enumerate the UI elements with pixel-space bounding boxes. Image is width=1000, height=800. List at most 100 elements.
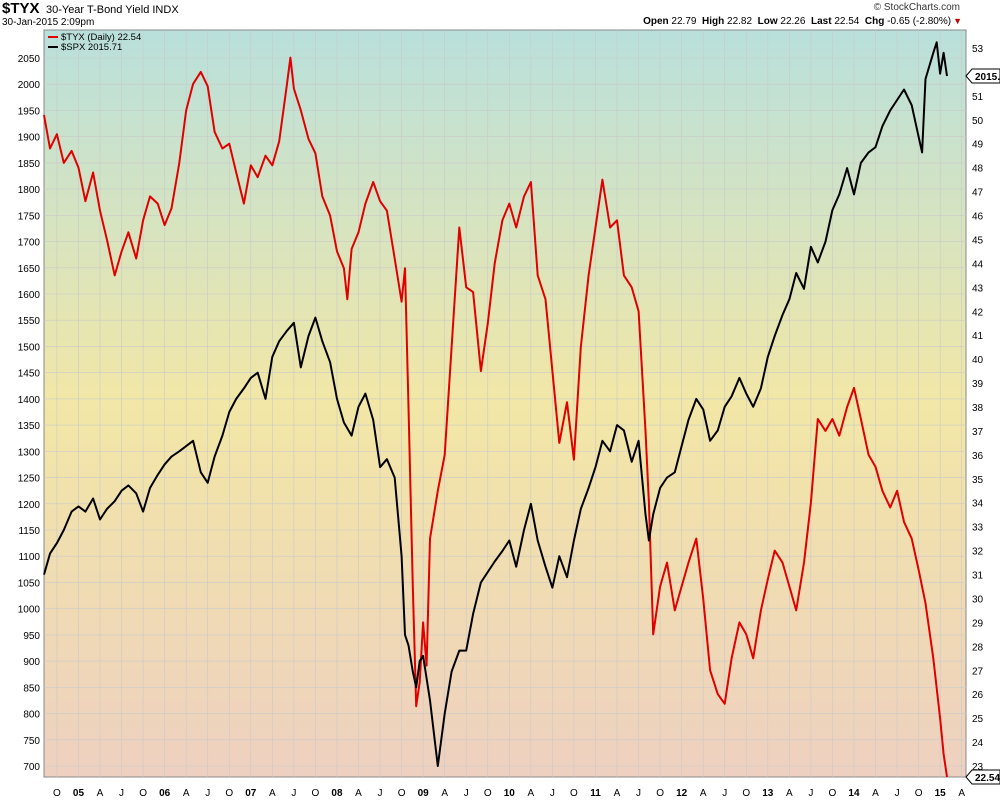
right-tick-label: 46 [972,212,984,223]
left-tick-label: 1550 [18,316,41,327]
symbol: $TYX [2,0,40,17]
right-tick-label: 36 [972,451,984,462]
right-tick-label: 44 [972,259,984,270]
right-tick-label: 50 [972,116,984,127]
x-tick-label: A [97,788,104,799]
right-tick-label: 34 [972,499,984,510]
right-tick-label: 24 [972,738,984,749]
left-tick-label: 1050 [18,578,41,589]
x-tick-label: J [291,788,296,799]
open-value: 22.79 [671,16,697,27]
right-tick-label: 45 [972,235,984,246]
x-tick-label: J [119,788,124,799]
left-tick-label: 1850 [18,159,41,170]
left-tick-label: 1300 [18,447,41,458]
right-tick-label: 37 [972,427,984,438]
x-tick-label: A [958,788,965,799]
quote-bar: Open 22.79 High 22.82 Low 22.26 Last 22.… [643,16,962,27]
badge-label: 2015.7 [975,72,1000,83]
left-tick-label: 950 [23,631,40,642]
left-tick-label: 1650 [18,264,41,275]
symbol-description: 30-Year T-Bond Yield INDX [45,4,179,16]
x-tick-label: A [528,788,535,799]
x-tick-label: A [786,788,793,799]
left-tick-label: 1200 [18,500,41,511]
x-tick-label: A [872,788,879,799]
high-label: High [702,16,725,27]
right-tick-label: 32 [972,547,984,558]
left-tick-label: 1750 [18,211,41,222]
left-tick-label: 700 [23,762,40,773]
right-tick-label: 38 [972,403,984,414]
x-tick-label: 09 [418,788,430,799]
right-tick-label: 39 [972,379,984,390]
open-label: Open [643,16,669,27]
x-tick-label: J [205,788,210,799]
left-tick-label: 2050 [18,54,41,65]
left-tick-label: 1350 [18,421,41,432]
x-tick-label: J [550,788,555,799]
x-tick-label: 10 [504,788,516,799]
right-tick-label: 30 [972,594,984,605]
left-tick-label: 1500 [18,342,41,353]
left-tick-label: 1400 [18,395,41,406]
x-tick-label: A [441,788,448,799]
tyx-series-line [43,56,948,778]
right-tick-label: 27 [972,666,984,677]
plot-area [43,29,967,778]
x-tick-label: O [829,788,837,799]
left-tick-label: 1800 [18,185,41,196]
spx-series-line [43,41,948,767]
right-tick-label: 51 [972,92,984,103]
legend-label-spx: $SPX 2015.71 [61,42,122,53]
badge-label: 22.54 [975,773,1000,784]
left-tick-label: 1950 [18,106,41,117]
x-tick-label: 13 [762,788,774,799]
chart-title: $TYX 30-Year T-Bond Yield INDX [2,0,179,18]
left-tick-label: 750 [23,736,40,747]
down-arrow-icon: ▼ [953,16,962,26]
x-tick-label: O [139,788,147,799]
brand-label[interactable]: © StockCharts.com [873,2,960,13]
chg-value: -0.65 (-2.80%) [887,16,952,27]
badge-shape [965,769,1000,785]
right-tick-label: 43 [972,283,984,294]
chart-date: 30-Jan-2015 2:09pm [2,17,95,28]
x-tick-label: O [312,788,320,799]
right-tick-label: 40 [972,355,984,366]
x-tick-label: O [742,788,750,799]
left-tick-label: 1700 [18,238,41,249]
right-tick-label: 33 [972,523,984,534]
x-tick-label: A [614,788,621,799]
right-tick-label: 47 [972,188,984,199]
left-tick-label: 2000 [18,80,41,91]
x-tick-label: 12 [676,788,688,799]
left-tick-label: 1900 [18,133,41,144]
x-tick-label: A [269,788,276,799]
left-tick-label: 1250 [18,474,41,485]
x-tick-label: A [183,788,190,799]
x-tick-label: A [700,788,707,799]
left-tick-label: 800 [23,710,40,721]
x-tick-label: 11 [590,788,601,799]
x-tick-label: 08 [331,788,343,799]
x-tick-label: J [722,788,727,799]
x-tick-label: O [656,788,664,799]
x-tick-label: O [484,788,492,799]
left-tick-label: 1100 [18,552,40,563]
right-tick-label: 26 [972,690,984,701]
chg-label: Chg [864,16,885,27]
x-tick-label: O [570,788,578,799]
legend-label-tyx: $TYX (Daily) 22.54 [61,32,141,43]
x-tick-label: 06 [159,788,171,799]
x-tick-label: O [225,788,233,799]
right-tick-label: 31 [972,571,984,582]
x-tick-label: 14 [848,788,860,799]
x-tick-label: J [378,788,383,799]
last-label: Last [810,16,832,27]
x-tick-label: J [636,788,641,799]
x-tick-label: J [464,788,469,799]
badge-shape [965,68,1000,84]
right-tick-label: 35 [972,475,984,486]
